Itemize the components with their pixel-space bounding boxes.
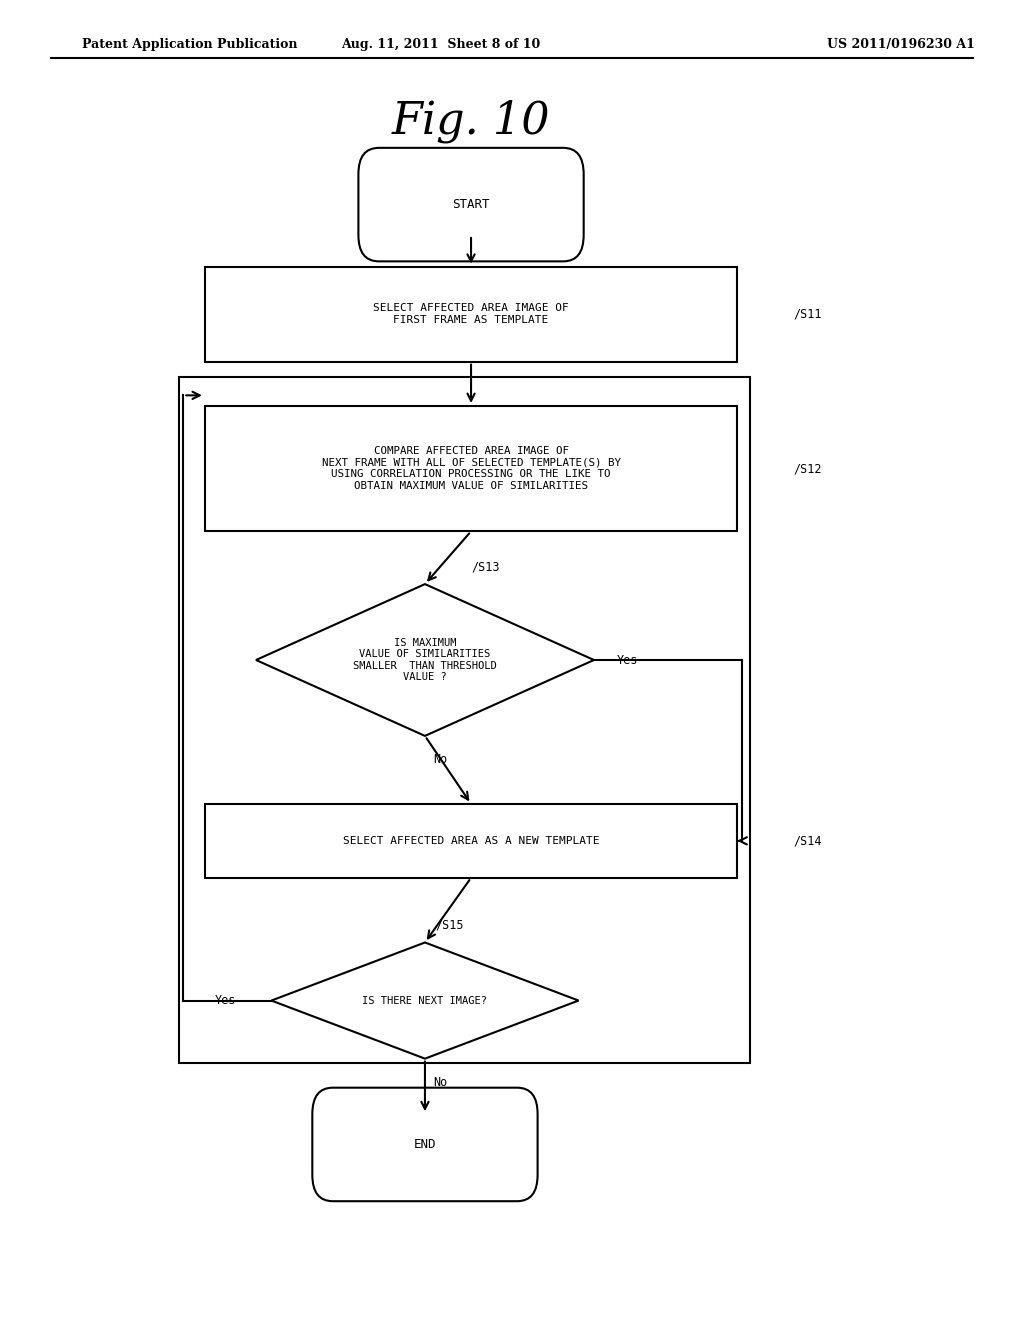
Text: /S12: /S12	[794, 462, 822, 475]
Text: END: END	[414, 1138, 436, 1151]
Text: Yes: Yes	[215, 994, 237, 1007]
Text: Fig. 10: Fig. 10	[392, 100, 550, 143]
Text: SELECT AFFECTED AREA IMAGE OF
FIRST FRAME AS TEMPLATE: SELECT AFFECTED AREA IMAGE OF FIRST FRAM…	[373, 304, 569, 325]
Polygon shape	[256, 583, 594, 737]
FancyBboxPatch shape	[358, 148, 584, 261]
Text: Aug. 11, 2011  Sheet 8 of 10: Aug. 11, 2011 Sheet 8 of 10	[341, 38, 540, 51]
Text: Yes: Yes	[616, 653, 638, 667]
Bar	[205, 267, 737, 362]
Polygon shape	[271, 942, 579, 1059]
Text: START: START	[453, 198, 489, 211]
Text: US 2011/0196230 A1: US 2011/0196230 A1	[827, 38, 975, 51]
Text: IS MAXIMUM
VALUE OF SIMILARITIES
SMALLER  THAN THRESHOLD
VALUE ?: IS MAXIMUM VALUE OF SIMILARITIES SMALLER…	[353, 638, 497, 682]
Text: /S11: /S11	[794, 308, 822, 321]
Text: No: No	[433, 754, 447, 766]
Bar	[205, 804, 737, 878]
Bar	[179, 378, 750, 1063]
Text: COMPARE AFFECTED AREA IMAGE OF
NEXT FRAME WITH ALL OF SELECTED TEMPLATE(S) BY
US: COMPARE AFFECTED AREA IMAGE OF NEXT FRAM…	[322, 446, 621, 491]
Text: /S13: /S13	[471, 561, 500, 573]
FancyBboxPatch shape	[312, 1088, 538, 1201]
Text: No: No	[433, 1076, 447, 1089]
Text: /S14: /S14	[794, 834, 822, 847]
Text: SELECT AFFECTED AREA AS A NEW TEMPLATE: SELECT AFFECTED AREA AS A NEW TEMPLATE	[343, 836, 599, 846]
Text: /S15: /S15	[435, 919, 464, 932]
Bar	[205, 407, 737, 531]
Text: IS THERE NEXT IMAGE?: IS THERE NEXT IMAGE?	[362, 995, 487, 1006]
Text: Patent Application Publication: Patent Application Publication	[82, 38, 297, 51]
